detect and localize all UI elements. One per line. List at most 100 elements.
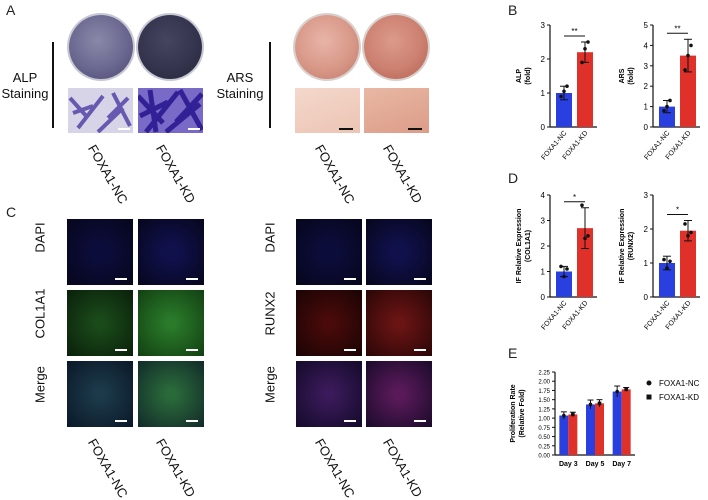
ars-divider xyxy=(269,42,271,128)
scalebar xyxy=(115,349,127,351)
y-tick-label: 5 xyxy=(644,21,649,30)
bar xyxy=(568,414,578,455)
bar xyxy=(556,93,572,127)
y-tick-label: 0 xyxy=(541,293,546,302)
data-point xyxy=(689,230,693,235)
data-point xyxy=(665,266,669,270)
y-tick-label: 1.25 xyxy=(538,407,550,413)
ars-label-line1: ARS xyxy=(226,70,254,85)
scalebar xyxy=(186,420,198,422)
scalebar xyxy=(344,349,356,351)
data-point xyxy=(580,203,584,207)
x-tick-label: Day 5 xyxy=(586,461,605,468)
fluor-right-group-nc: FOXA1-NC xyxy=(312,436,358,500)
data-point xyxy=(565,267,569,271)
y-tick-label: 3 xyxy=(541,21,546,30)
significance-marker: * xyxy=(573,193,576,202)
alp-dish-nc xyxy=(69,15,133,79)
data-point xyxy=(683,222,687,226)
y-axis-label: ARS (fold) xyxy=(619,67,635,85)
significance-marker: ** xyxy=(674,24,680,33)
alp-label-line1: ALP xyxy=(12,70,38,85)
data-point xyxy=(686,53,690,58)
fluor-runx2-nc xyxy=(296,290,362,356)
y-tick-label: 0.75 xyxy=(538,426,550,432)
ars-dish-nc xyxy=(295,15,359,79)
fluor-left-row-merge: Merge xyxy=(32,366,48,403)
ars-scalebar-nc xyxy=(339,128,353,130)
y-tick-label: 2.00 xyxy=(538,380,550,386)
data-point xyxy=(683,68,687,72)
y-tick-label: 3 xyxy=(541,217,546,226)
ars-scalebar-kd xyxy=(408,128,422,130)
data-point xyxy=(583,236,587,241)
fluor-left-row-dapi: DAPI xyxy=(32,222,48,253)
data-point xyxy=(689,43,693,48)
bar xyxy=(612,391,622,455)
y-tick-label: 1 xyxy=(541,268,546,277)
fluor-merge-left-kd xyxy=(138,361,204,427)
scalebar xyxy=(115,278,127,280)
y-tick-label: 4 xyxy=(644,41,649,50)
fluor-merge-right-nc xyxy=(296,361,362,427)
data-point xyxy=(597,401,602,406)
ars-group-nc: FOXA1-NC xyxy=(312,142,358,207)
legend-marker xyxy=(646,394,652,400)
fluor-runx2-kd xyxy=(366,290,432,356)
legend-label: FOXA1-NC xyxy=(659,379,700,388)
bar xyxy=(659,263,675,297)
legend-marker xyxy=(646,380,652,386)
y-tick-label: 2 xyxy=(644,82,649,91)
data-point xyxy=(668,259,672,264)
fluor-right-row-marker: RUNX2 xyxy=(262,291,278,336)
fluor-left-group-nc: FOXA1-NC xyxy=(85,436,131,500)
alp-group-kd: FOXA1-KD xyxy=(153,142,199,206)
alp-micro-nc xyxy=(68,88,133,133)
scalebar xyxy=(414,349,426,351)
panel-letter-d: D xyxy=(508,170,519,186)
y-tick-label: 3 xyxy=(644,62,649,71)
data-point xyxy=(562,413,566,418)
fluor-left-row-marker: COL1A1 xyxy=(32,288,48,339)
y-tick-label: 4 xyxy=(541,191,546,200)
fluor-right-group-kd: FOXA1-KD xyxy=(380,436,426,500)
scalebar xyxy=(344,420,356,422)
data-point xyxy=(662,257,666,262)
data-point xyxy=(662,108,666,113)
bar xyxy=(577,52,593,128)
alp-scalebar-kd xyxy=(188,128,200,130)
bar xyxy=(680,230,696,297)
bar xyxy=(586,404,595,455)
data-point xyxy=(580,60,584,65)
ars-dish-kd xyxy=(364,15,428,79)
data-point xyxy=(624,387,628,392)
bar xyxy=(556,271,572,297)
scalebar xyxy=(414,278,426,280)
fluor-left-group-kd: FOXA1-KD xyxy=(153,436,199,500)
y-tick-label: 1 xyxy=(541,89,546,98)
scalebar xyxy=(186,278,198,280)
fluor-dapi-right-nc xyxy=(296,219,362,285)
bar xyxy=(621,389,631,455)
fluor-dapi-right-kd xyxy=(366,219,432,285)
scalebar xyxy=(414,420,426,422)
bar xyxy=(680,55,696,127)
ars-micro-nc xyxy=(295,88,360,133)
fluor-merge-right-kd xyxy=(366,361,432,427)
data-point xyxy=(559,94,563,99)
data-point xyxy=(565,84,569,88)
y-tick-label: 0.25 xyxy=(538,444,550,450)
fluor-right-row-dapi: DAPI xyxy=(262,222,278,253)
data-point xyxy=(559,264,563,269)
ars-group-kd: FOXA1-KD xyxy=(380,142,426,206)
legend-label: FOXA1-KD xyxy=(659,393,699,402)
fluor-right-row-merge: Merge xyxy=(262,366,278,403)
bar xyxy=(595,403,604,455)
fluor-col1a1-nc xyxy=(67,290,133,356)
data-point xyxy=(562,89,566,94)
y-tick-label: 2 xyxy=(541,55,546,64)
fluor-merge-left-nc xyxy=(67,361,133,427)
bar xyxy=(577,228,593,297)
chart-proliferation: 0.00 0.25 0.50 0.75 1.00 1.25 1.50 1.75 2.00 2.25… xyxy=(510,371,700,469)
